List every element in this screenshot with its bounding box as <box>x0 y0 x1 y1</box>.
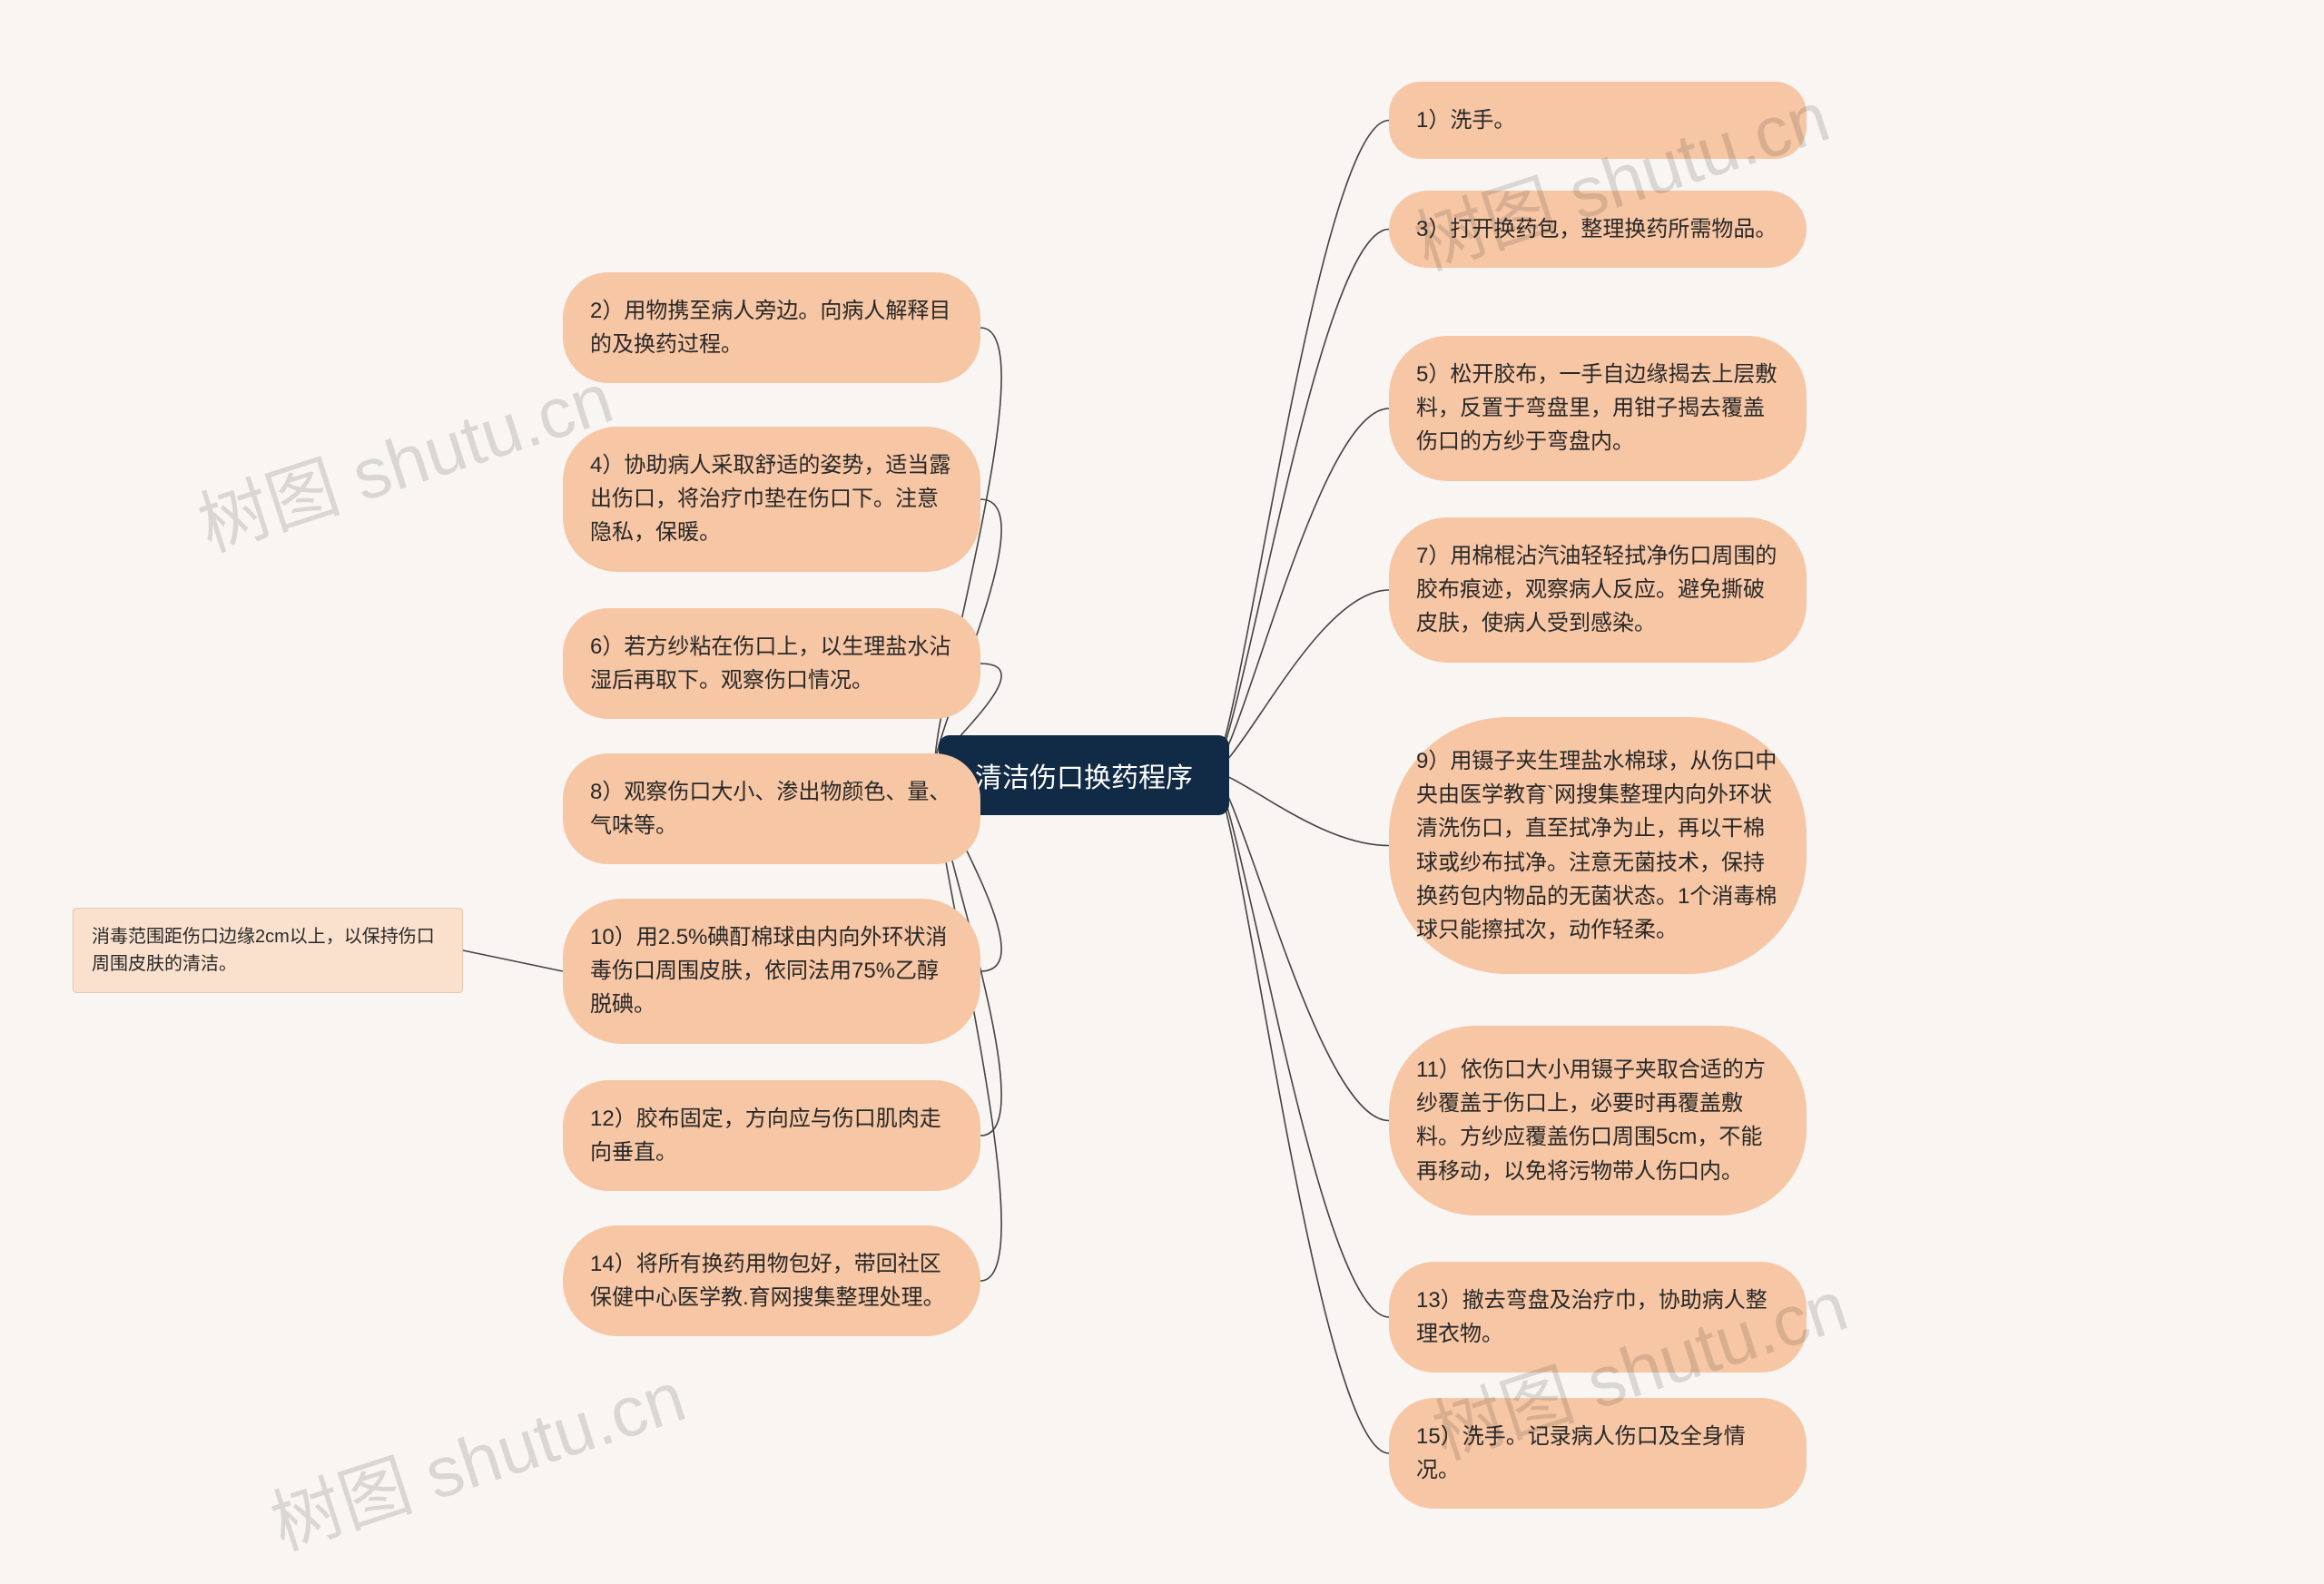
branch-r7[interactable]: 7）用棉棍沾汽油轻轻拭净伤口周围的胶布痕迹，观察病人反应。避免撕破皮肤，使病人受… <box>1389 517 1807 663</box>
branch-l2[interactable]: 2）用物携至病人旁边。向病人解释目的及换药过程。 <box>563 272 980 383</box>
branch-l4[interactable]: 4）协助病人采取舒适的姿势，适当露出伤口，将治疗巾垫在伤口下。注意隐私，保暖。 <box>563 427 980 572</box>
center-node[interactable]: 清洁伤口换药程序 <box>939 735 1229 815</box>
branch-l10[interactable]: 10）用2.5%碘酊棉球由内向外环状消毒伤口周围皮肤，依同法用75%乙醇脱碘。 <box>563 899 980 1044</box>
branch-r9[interactable]: 9）用镊子夹生理盐水棉球，从伤口中央由医学教育`网搜集整理内向外环状清洗伤口，直… <box>1389 717 1807 974</box>
branch-r15[interactable]: 15）洗手。记录病人伤口及全身情况。 <box>1389 1398 1807 1509</box>
leaf-note[interactable]: 消毒范围距伤口边缘2cm以上，以保持伤口周围皮肤的清洁。 <box>73 908 463 993</box>
branch-r13[interactable]: 13）撤去弯盘及治疗巾，协助病人整理衣物。 <box>1389 1262 1807 1372</box>
branch-l12[interactable]: 12）胶布固定，方向应与伤口肌肉走向垂直。 <box>563 1080 980 1191</box>
branch-r1[interactable]: 1）洗手。 <box>1389 82 1807 159</box>
branch-r3[interactable]: 3）打开换药包，整理换药所需物品。 <box>1389 191 1807 268</box>
branch-l14[interactable]: 14）将所有换药用物包好，带回社区保健中心医学教.育网搜集整理处理。 <box>563 1225 980 1336</box>
branch-l6[interactable]: 6）若方纱粘在伤口上，以生理盐水沾湿后再取下。观察伤口情况。 <box>563 608 980 719</box>
branch-l8[interactable]: 8）观察伤口大小、渗出物颜色、量、气味等。 <box>563 753 980 864</box>
branch-r11[interactable]: 11）依伤口大小用镊子夹取合适的方纱覆盖于伤口上，必要时再覆盖敷料。方纱应覆盖伤… <box>1389 1026 1807 1215</box>
branch-r5[interactable]: 5）松开胶布，一手自边缘揭去上层敷料，反置于弯盘里，用钳子揭去覆盖伤口的方纱于弯… <box>1389 336 1807 481</box>
